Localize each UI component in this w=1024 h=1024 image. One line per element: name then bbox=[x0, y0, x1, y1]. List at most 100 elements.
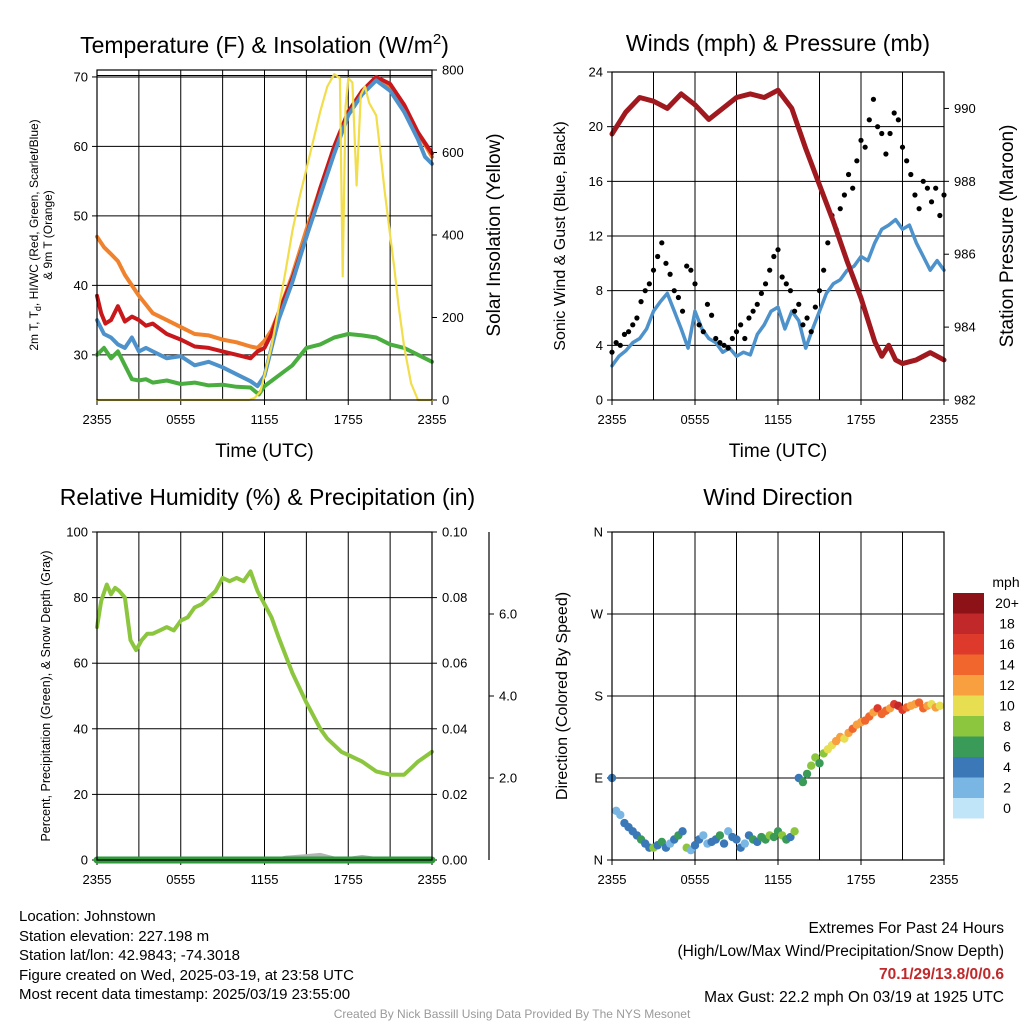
right-tick-label-precip: 0.02 bbox=[442, 787, 467, 802]
gust-point bbox=[825, 240, 831, 246]
gust-point bbox=[663, 260, 669, 266]
gust-point bbox=[816, 288, 823, 294]
legend-label: 4 bbox=[1003, 759, 1011, 775]
x-tick-label: 2355 bbox=[418, 412, 447, 427]
right-tick-label-pressure: 982 bbox=[954, 393, 976, 408]
chart-title: Relative Humidity (%) & Precipitation (i… bbox=[60, 484, 475, 510]
gust-point bbox=[684, 263, 690, 269]
right-tick-label-solar: 800 bbox=[442, 63, 464, 78]
humidity-chart: Relative Humidity (%) & Precipitation (i… bbox=[39, 484, 517, 887]
legend-color-swatch bbox=[953, 798, 984, 819]
extremes-values: 70.1/29/13.8/0/0.6 bbox=[879, 966, 1004, 983]
direction-point bbox=[802, 769, 812, 779]
gust-point bbox=[733, 329, 740, 335]
gust-point bbox=[646, 281, 652, 287]
x-axis-label: Time (UTC) bbox=[729, 441, 828, 462]
gust-point bbox=[812, 304, 818, 310]
plot-border bbox=[611, 531, 945, 861]
gust-point bbox=[638, 299, 644, 305]
gust-point bbox=[891, 110, 897, 116]
gust-point bbox=[796, 301, 802, 307]
gust-point bbox=[875, 124, 881, 130]
y-tick-label: N bbox=[594, 525, 603, 540]
gust-point bbox=[912, 192, 918, 198]
gust-point bbox=[675, 294, 682, 301]
direction-point bbox=[719, 839, 729, 848]
gust-point bbox=[671, 288, 677, 294]
y-tick-label: 30 bbox=[74, 347, 88, 362]
y-tick-label: 100 bbox=[66, 525, 88, 540]
gust-point bbox=[837, 206, 843, 212]
gust-point bbox=[655, 253, 661, 260]
gust-point bbox=[924, 185, 931, 191]
x-tick-label: 0555 bbox=[681, 412, 710, 427]
x-tick-label: 1755 bbox=[334, 412, 363, 427]
temperature-chart: Temperature (F) & Insolation (W/m2) 30 40 5… bbox=[27, 31, 505, 462]
plot-border bbox=[96, 69, 433, 401]
gust-point bbox=[650, 267, 657, 273]
gust-point bbox=[862, 144, 868, 150]
right-axis-label: Station Pressure (Maroon) bbox=[997, 125, 1018, 348]
x-tick-label: 1755 bbox=[847, 412, 876, 427]
y-tick-label: S bbox=[594, 689, 603, 704]
gust-point bbox=[775, 247, 781, 253]
legend-label: 6 bbox=[1003, 739, 1011, 755]
direction-point bbox=[740, 839, 749, 848]
gust-point bbox=[688, 267, 694, 273]
recent-text: Most recent data timestamp: 2025/03/19 2… bbox=[19, 986, 351, 1003]
right-tick-label-precip: 0.10 bbox=[442, 525, 467, 540]
gust-point bbox=[692, 281, 698, 287]
gust-point bbox=[821, 267, 827, 273]
y-axis-label: 2m T, Td, HI/WC (Red, Green, Scarlet/Blu… bbox=[27, 119, 55, 350]
legend-color-swatch bbox=[953, 736, 984, 757]
x-tick-label: 0555 bbox=[166, 412, 195, 427]
direction-point bbox=[807, 761, 816, 770]
chart-title: Wind Direction bbox=[703, 484, 853, 510]
max-gust-text: Max Gust: 22.2 mph On 03/19 at 1925 UTC bbox=[704, 989, 1004, 1006]
x-tick-label: 2355 bbox=[598, 872, 627, 887]
legend-label: 14 bbox=[999, 657, 1015, 673]
gust-point bbox=[742, 335, 748, 342]
direction-chart: Wind Direction N E S W N 2355 0555 1155 1755 2355 D… bbox=[554, 484, 1020, 887]
gust-point bbox=[746, 315, 752, 321]
right-tick-label-solar: 200 bbox=[442, 310, 464, 325]
gust-point bbox=[870, 96, 877, 102]
gust-point bbox=[920, 178, 926, 184]
gust-point bbox=[642, 288, 648, 294]
y-tick-label: E bbox=[594, 771, 603, 786]
y-tick-label: 50 bbox=[74, 208, 88, 223]
x-tick-label: 1155 bbox=[251, 872, 279, 887]
plot-border bbox=[611, 71, 945, 401]
y-tick-label: 20 bbox=[589, 119, 603, 134]
gust-point bbox=[916, 206, 922, 212]
gust-point bbox=[754, 301, 760, 307]
legend-color-swatch bbox=[953, 634, 984, 655]
y-tick-label: 40 bbox=[74, 721, 88, 736]
right-axis-label: Solar Insolation (Yellow) bbox=[484, 133, 505, 336]
gust-point bbox=[713, 335, 719, 342]
series-line-windchill bbox=[95, 78, 434, 389]
gust-point bbox=[750, 308, 756, 314]
chart-title: Temperature (F) & Insolation (W/m2) bbox=[80, 31, 449, 58]
legend-color-swatch bbox=[953, 654, 984, 675]
gust-point bbox=[725, 345, 731, 351]
gust-point bbox=[771, 253, 777, 260]
right-tick-label-pressure: 986 bbox=[954, 247, 976, 262]
y-tick-label: 8 bbox=[596, 283, 603, 298]
gust-point bbox=[899, 144, 906, 150]
y-tick-label: N bbox=[594, 853, 603, 868]
x-tick-label: 2355 bbox=[418, 872, 447, 887]
gust-point bbox=[721, 342, 727, 348]
elevation-text: Station elevation: 227.198 m bbox=[19, 927, 210, 945]
created-text: Figure created on Wed, 2025-03-19, at 23… bbox=[19, 966, 354, 984]
gust-point bbox=[808, 329, 814, 335]
y-tick-label: 4 bbox=[596, 338, 603, 353]
y-tick-label: 12 bbox=[589, 229, 603, 244]
gust-point bbox=[621, 331, 628, 337]
right-tick-label-pressure: 984 bbox=[954, 320, 976, 335]
gust-point bbox=[854, 158, 860, 164]
direction-point bbox=[616, 810, 625, 820]
x-tick-label: 1155 bbox=[764, 412, 792, 427]
legend-color-swatch bbox=[953, 593, 984, 614]
gust-point bbox=[667, 271, 673, 277]
